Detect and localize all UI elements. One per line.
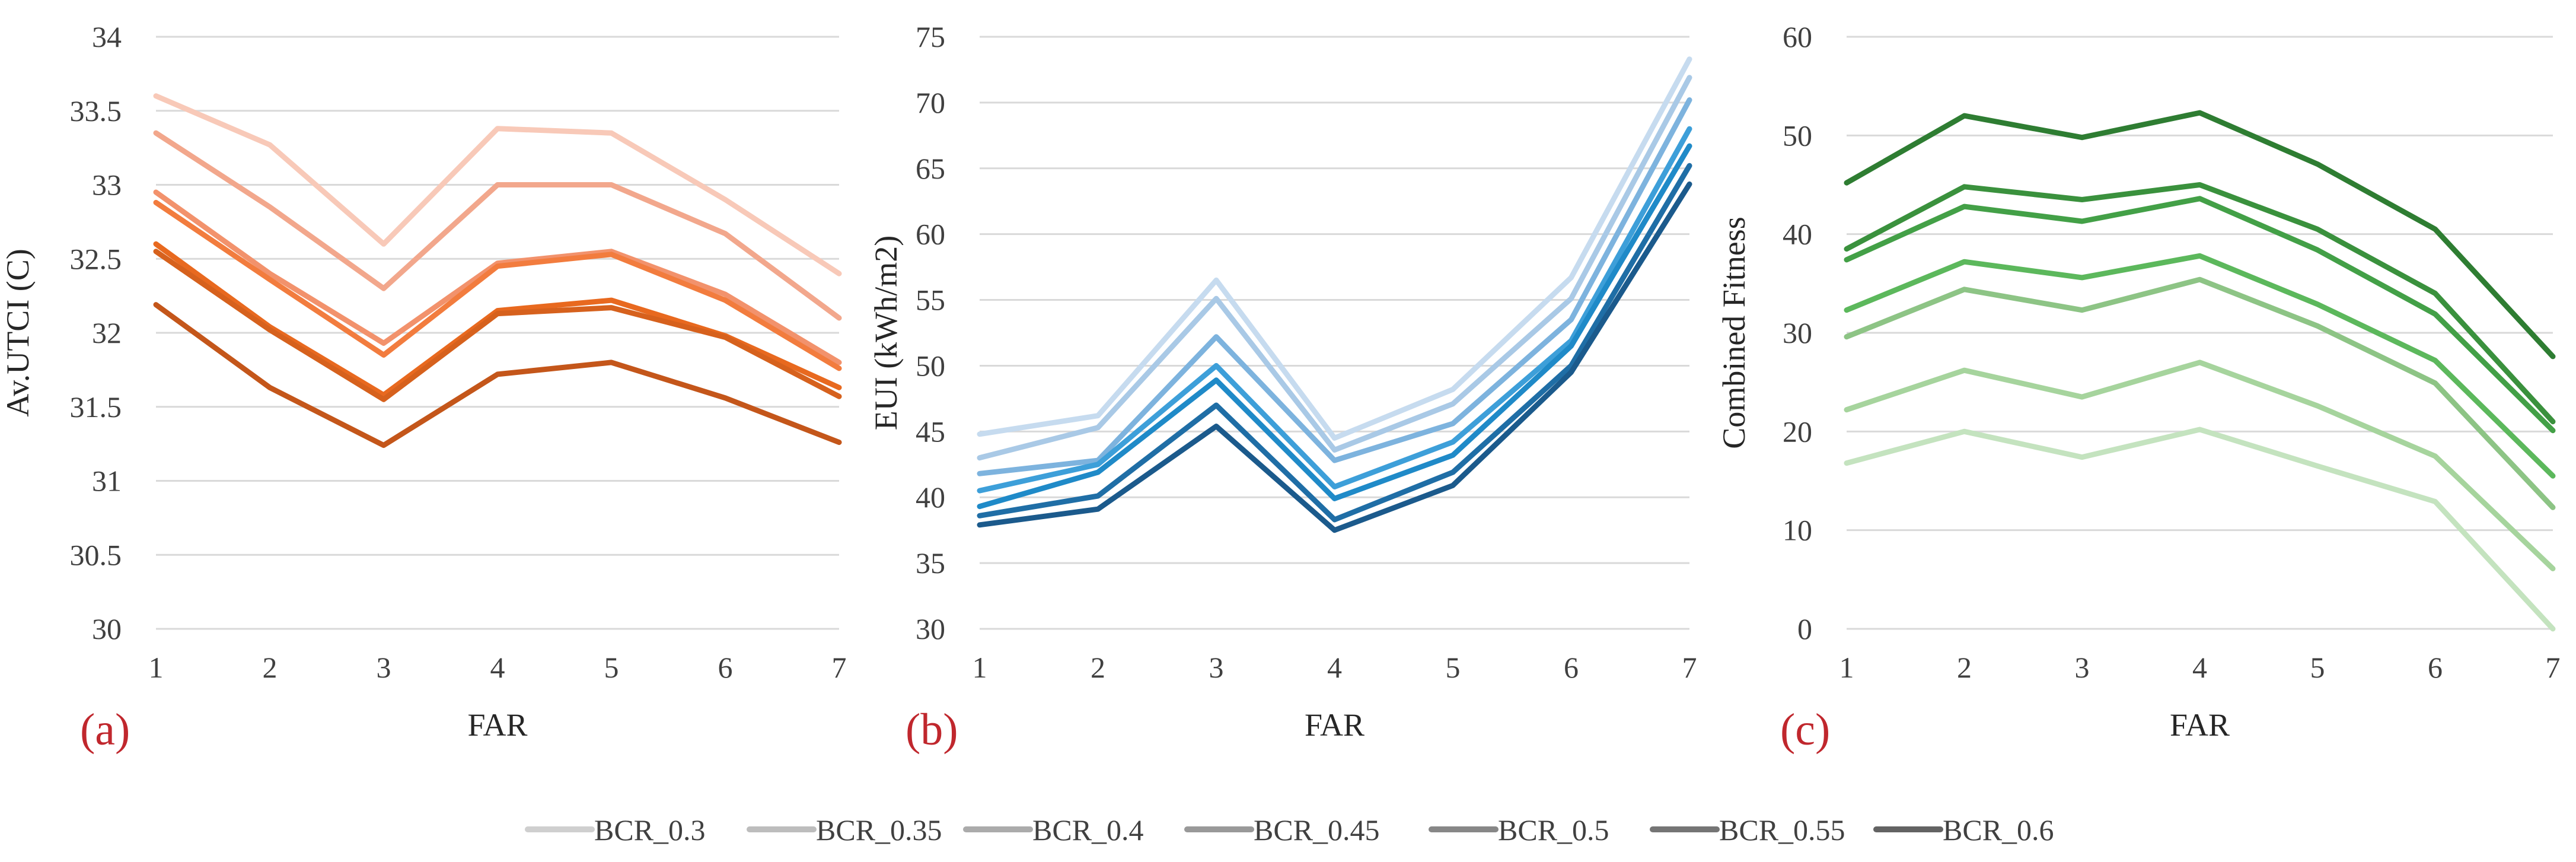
series-line-bcr-0-3 <box>1844 427 2556 632</box>
y-tick-label: 60 <box>916 218 945 251</box>
x-axis-title: FAR <box>1305 707 1364 743</box>
legend-label: BCR_0.4 <box>1032 813 1144 847</box>
series-line-bcr-0-6 <box>153 302 842 449</box>
series-line-bcr-0-45 <box>1844 253 2556 479</box>
series-line-bcr-0-45 <box>153 199 842 371</box>
y-axis-title: Combined Fitness <box>1716 217 1752 449</box>
y-tick-label: 55 <box>916 284 945 317</box>
y-tick-label: 30 <box>916 612 945 645</box>
x-tick-label: 4 <box>490 651 505 684</box>
series-line-bcr-0-35 <box>1844 360 2556 571</box>
legend-label: BCR_0.5 <box>1498 813 1609 847</box>
series-line-bcr-0-4 <box>977 97 1692 476</box>
y-tick-label: 10 <box>1783 514 1812 547</box>
series-line-bcr-0-5 <box>1844 196 2556 434</box>
x-tick-label: 3 <box>2075 651 2090 684</box>
y-tick-label: 35 <box>916 546 945 580</box>
y-tick-label: 75 <box>916 20 945 53</box>
panel-label: (c) <box>1780 705 1830 755</box>
x-axis-title: FAR <box>2170 707 2230 743</box>
y-tick-label: 31.5 <box>70 390 122 424</box>
series-line-bcr-0-4 <box>1844 276 2556 510</box>
legend-label: BCR_0.35 <box>816 813 942 847</box>
y-tick-label: 30 <box>1783 316 1812 349</box>
x-axis-title: FAR <box>467 707 527 743</box>
y-tick-label: 30.5 <box>70 538 122 571</box>
series-line-bcr-0-35 <box>153 130 842 321</box>
series-line-bcr-0-55 <box>977 163 1692 523</box>
y-tick-label: 0 <box>1797 612 1812 645</box>
y-tick-label: 34 <box>92 20 122 53</box>
y-axis-title: Av.UTCI (C) <box>0 249 36 416</box>
y-tick-label: 40 <box>1783 218 1812 251</box>
series-line-bcr-0-6 <box>977 181 1692 533</box>
x-tick-label: 5 <box>2310 651 2325 684</box>
x-tick-label: 2 <box>1957 651 1972 684</box>
legend-label: BCR_0.55 <box>1719 813 1845 847</box>
y-tick-label: 30 <box>92 612 122 645</box>
y-tick-label: 70 <box>916 86 945 119</box>
panel-label: (b) <box>906 705 958 755</box>
x-tick-label: 7 <box>1682 651 1697 684</box>
x-tick-label: 1 <box>149 651 164 684</box>
y-tick-label: 32 <box>92 316 122 349</box>
y-tick-label: 45 <box>916 415 945 448</box>
y-tick-label: 50 <box>916 349 945 382</box>
y-tick-label: 20 <box>1783 415 1812 448</box>
series-line-bcr-0-55 <box>153 249 842 402</box>
x-tick-label: 3 <box>377 651 391 684</box>
y-tick-label: 33.5 <box>70 94 122 128</box>
panel-label: (a) <box>80 705 130 755</box>
series-line-bcr-0-6 <box>1844 110 2556 360</box>
series-line-bcr-0-3 <box>977 56 1692 441</box>
x-tick-label: 5 <box>604 651 619 684</box>
legend-label: BCR_0.45 <box>1254 813 1380 847</box>
x-tick-label: 2 <box>1091 651 1105 684</box>
series-line-bcr-0-55 <box>1844 182 2556 425</box>
x-tick-label: 6 <box>2428 651 2443 684</box>
legend-label: BCR_0.6 <box>1943 813 2054 847</box>
series-line-bcr-0-35 <box>977 75 1692 461</box>
y-tick-label: 60 <box>1783 20 1812 53</box>
y-tick-label: 40 <box>916 481 945 514</box>
x-tick-label: 5 <box>1446 651 1461 684</box>
series-line-bcr-0-4 <box>153 189 842 365</box>
x-tick-label: 4 <box>1327 651 1342 684</box>
x-tick-label: 7 <box>2546 651 2561 684</box>
series-line-bcr-0-5 <box>977 143 1692 510</box>
x-tick-label: 1 <box>1839 651 1854 684</box>
y-axis-title: EUI (kWh/m2) <box>868 236 904 430</box>
chart-panel-c: 0 10 20 30 40 50 60 1 2 3 4 5 6 7 FAR Combined Fitness (… <box>1716 20 2561 755</box>
y-tick-label: 50 <box>1783 119 1812 152</box>
y-tick-label: 32.5 <box>70 242 122 275</box>
x-tick-label: 7 <box>832 651 847 684</box>
legend: BCR_0.3 BCR_0.35 BCR_0.4 BCR_0.45 BCR_0.5 BCR… <box>525 813 2054 847</box>
x-tick-label: 2 <box>263 651 278 684</box>
series-line-bcr-0-45 <box>977 126 1692 494</box>
x-tick-label: 3 <box>1209 651 1224 684</box>
y-tick-label: 33 <box>92 168 122 202</box>
x-tick-label: 6 <box>1564 651 1579 684</box>
legend-label: BCR_0.3 <box>594 813 706 847</box>
series-line-bcr-0-3 <box>153 93 842 276</box>
y-tick-label: 65 <box>916 152 945 185</box>
x-tick-label: 1 <box>973 651 987 684</box>
y-tick-label: 31 <box>92 465 122 498</box>
x-tick-label: 4 <box>2192 651 2207 684</box>
x-tick-label: 6 <box>718 651 733 684</box>
